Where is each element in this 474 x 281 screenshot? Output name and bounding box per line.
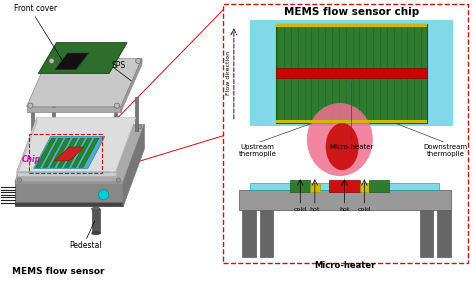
Bar xyxy=(91,209,100,233)
Bar xyxy=(15,202,123,207)
Bar xyxy=(310,183,319,192)
Polygon shape xyxy=(38,43,127,73)
Circle shape xyxy=(99,189,109,200)
Bar xyxy=(223,4,468,263)
Text: Micro-heater: Micro-heater xyxy=(314,260,375,269)
Circle shape xyxy=(114,103,119,108)
Text: Pedestal: Pedestal xyxy=(69,241,102,250)
Text: cold: cold xyxy=(294,207,307,212)
Bar xyxy=(420,210,433,257)
Polygon shape xyxy=(20,127,128,174)
Circle shape xyxy=(28,103,33,108)
Polygon shape xyxy=(15,124,145,182)
Circle shape xyxy=(136,58,141,64)
Polygon shape xyxy=(64,138,84,167)
Polygon shape xyxy=(17,117,136,172)
Bar xyxy=(276,24,427,123)
Bar xyxy=(15,182,123,202)
Ellipse shape xyxy=(91,232,100,235)
Polygon shape xyxy=(34,137,105,168)
Polygon shape xyxy=(36,138,56,167)
Polygon shape xyxy=(43,138,63,167)
Ellipse shape xyxy=(91,207,100,210)
Bar xyxy=(438,210,450,257)
Polygon shape xyxy=(57,138,77,167)
Bar xyxy=(360,183,369,192)
Text: cold: cold xyxy=(358,207,371,212)
Polygon shape xyxy=(79,138,99,167)
Bar xyxy=(250,21,453,126)
Bar xyxy=(291,180,310,192)
Bar xyxy=(242,210,255,257)
Polygon shape xyxy=(72,138,92,167)
Bar xyxy=(276,69,427,78)
Ellipse shape xyxy=(326,123,359,170)
Circle shape xyxy=(18,178,22,182)
Text: Downstream
thermopile: Downstream thermopile xyxy=(424,144,468,157)
Text: SPS: SPS xyxy=(111,61,126,70)
Polygon shape xyxy=(27,58,142,106)
Circle shape xyxy=(137,125,142,129)
Text: hot: hot xyxy=(339,207,350,212)
Bar xyxy=(27,106,121,112)
Ellipse shape xyxy=(307,103,373,176)
Text: Upstream
thermopile: Upstream thermopile xyxy=(238,144,276,157)
Polygon shape xyxy=(54,147,84,161)
Polygon shape xyxy=(123,124,145,207)
Bar xyxy=(369,180,389,192)
Polygon shape xyxy=(121,58,142,112)
Bar xyxy=(15,182,123,184)
Text: Front cover: Front cover xyxy=(15,4,57,13)
Text: Flow direction: Flow direction xyxy=(226,51,231,96)
Bar xyxy=(276,120,427,123)
Polygon shape xyxy=(17,117,37,176)
Bar xyxy=(31,112,34,146)
Bar xyxy=(250,183,439,190)
Bar xyxy=(52,97,55,131)
Text: MEMS flow sensor: MEMS flow sensor xyxy=(12,267,105,276)
Circle shape xyxy=(49,58,54,64)
Text: MEMS flow sensor chip: MEMS flow sensor chip xyxy=(284,7,419,17)
Bar xyxy=(113,112,117,146)
Text: Chip: Chip xyxy=(21,155,41,164)
Bar xyxy=(238,190,450,210)
Bar xyxy=(329,180,360,192)
Text: hot: hot xyxy=(310,207,320,212)
Bar xyxy=(260,210,273,257)
Text: Micro-heater: Micro-heater xyxy=(329,144,374,150)
Circle shape xyxy=(116,178,120,182)
Polygon shape xyxy=(50,138,70,167)
Bar xyxy=(17,172,116,176)
Circle shape xyxy=(38,125,43,129)
Bar xyxy=(135,97,138,131)
Bar xyxy=(276,24,427,26)
Polygon shape xyxy=(55,53,89,70)
